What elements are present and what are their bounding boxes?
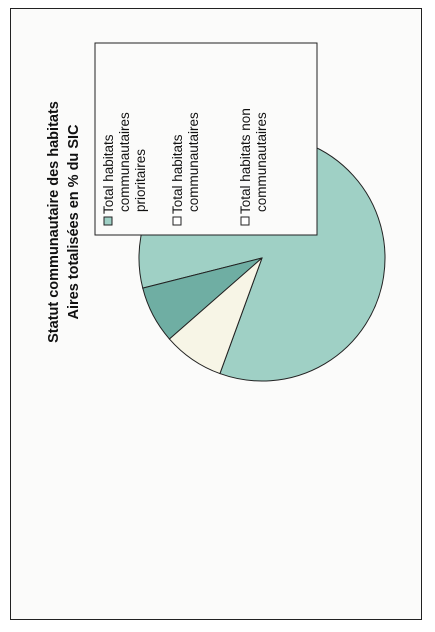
pie-slice-3 <box>168 257 263 375</box>
legend-swatch-3 <box>240 216 250 226</box>
legend-label-1-line-3: prioritaires <box>133 149 148 212</box>
legend-label-3-line-2: communautaires <box>254 112 269 212</box>
legend: Total habitats communautaires prioritaires… <box>94 42 318 236</box>
legend-label-1-line-1: Total habitats <box>101 134 116 214</box>
chart-title: Statut communautaire des habitats <box>46 101 62 343</box>
legend-label-2-line-1: Total habitats <box>170 134 185 214</box>
legend-swatch-2 <box>172 216 182 226</box>
chart-subtitle: Aires totalisées en % du SIC <box>66 124 82 320</box>
legend-swatch-1 <box>103 216 113 226</box>
legend-box <box>94 42 318 236</box>
legend-label-1-line-2: communautaires <box>117 112 132 212</box>
legend-label-2-line-2: communautaires <box>186 112 201 212</box>
legend-label-3-line-1: Total habitats non <box>238 108 253 214</box>
